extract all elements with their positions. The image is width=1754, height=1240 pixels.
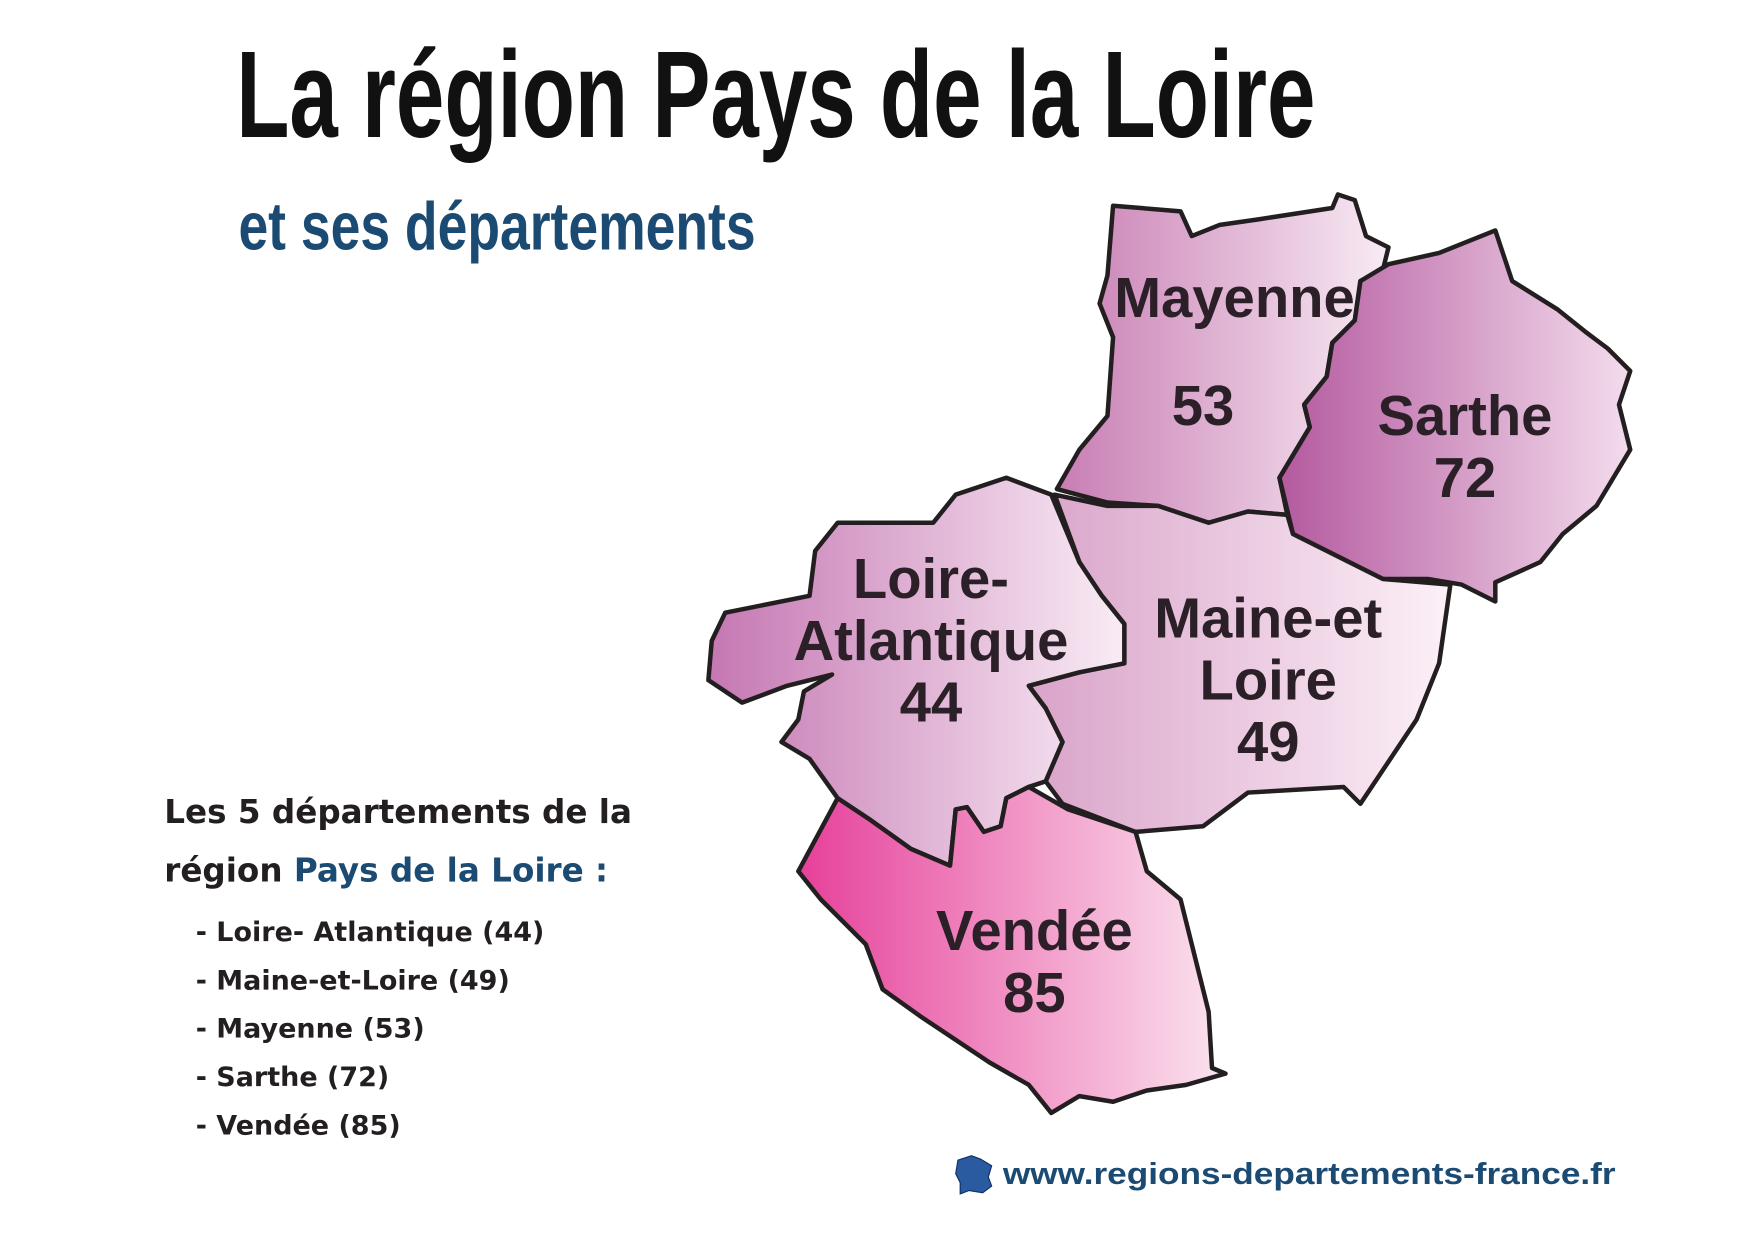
legend: Les 5 départements de la région Pays de … — [164, 793, 632, 1141]
department-code: 44 — [900, 671, 963, 734]
legend-item: - Loire- Atlantique (44) — [196, 917, 545, 948]
department-name: Loire — [1200, 648, 1337, 711]
legend-item: - Vendée (85) — [196, 1110, 401, 1141]
legend-item: - Mayenne (53) — [196, 1014, 425, 1045]
legend-items: - Loire- Atlantique (44) - Maine-et-Loire… — [196, 917, 545, 1141]
legend-item: - Sarthe (72) — [196, 1062, 389, 1093]
department-name: Sarthe — [1377, 384, 1552, 447]
department-code: 72 — [1434, 446, 1497, 509]
footer: www.regions-departements-france.fr — [955, 1155, 1616, 1195]
department-vendee — [796, 784, 1228, 1116]
department-code: 53 — [1172, 374, 1235, 437]
legend-heading-highlight: Pays de la Loire : — [294, 851, 608, 889]
legend-heading: Les 5 départements de la — [164, 793, 632, 831]
title: La région Pays de la Loire — [236, 26, 1315, 164]
department-code: 49 — [1237, 710, 1300, 773]
subtitle: et ses départements — [238, 190, 755, 265]
legend-item: - Maine-et-Loire (49) — [196, 965, 510, 996]
map: Mayenne 53 Sarthe 72 Loire- Atlantique 4… — [706, 192, 1633, 1116]
website-url: www.regions-departements-france.fr — [1002, 1158, 1616, 1191]
department-name: Maine-et — [1154, 586, 1382, 649]
department-name: Loire- — [853, 547, 1009, 610]
france-icon — [955, 1155, 993, 1195]
department-name: Vendée — [936, 899, 1133, 962]
department-name: Mayenne — [1114, 266, 1355, 329]
legend-heading: région Pays de la Loire : — [164, 851, 608, 889]
department-code: 85 — [1003, 961, 1066, 1024]
department-name: Atlantique — [794, 609, 1069, 672]
legend-heading-text: région — [164, 851, 282, 889]
department-sarthe — [1277, 228, 1633, 604]
